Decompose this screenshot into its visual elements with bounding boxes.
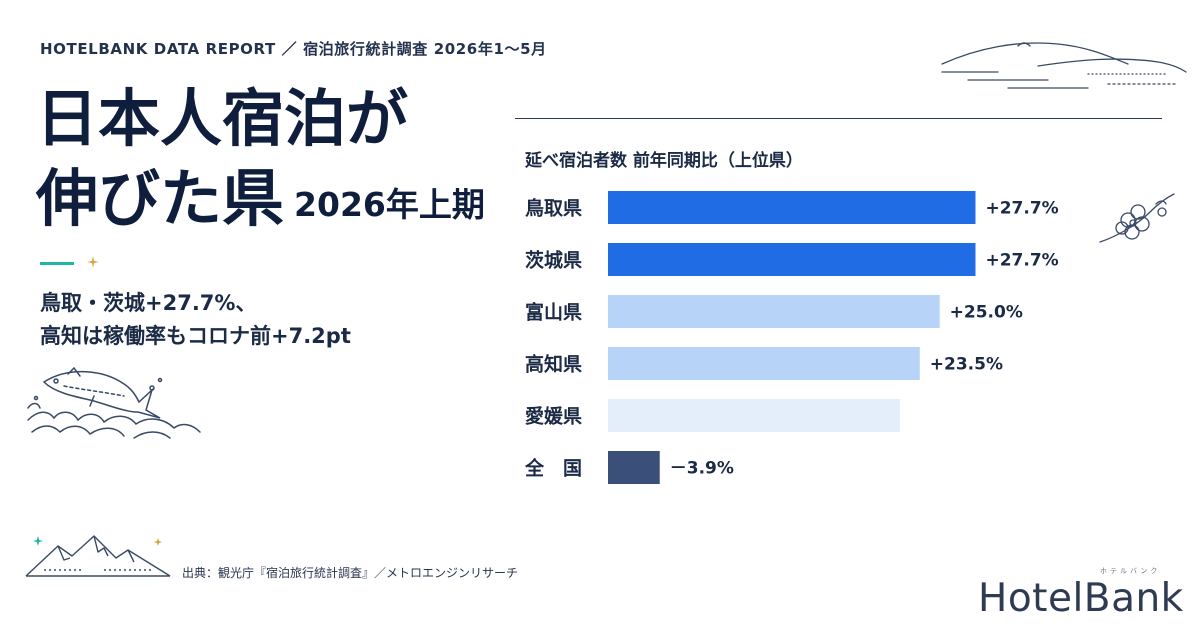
summary-line2: 高知は稼働率もコロナ前+7.2pt <box>40 324 351 348</box>
summary-text: 鳥取・茨城+27.7%、 高知は稼働率もコロナ前+7.2pt <box>40 287 351 353</box>
bar-chart: 鳥取県 +27.7% 茨城県 +27.7% 富山県 +25.0% 高知県 +23.5% 愛媛県全… <box>524 191 1059 484</box>
bar <box>608 451 660 484</box>
hills-illustration <box>941 42 1187 89</box>
bar-value-label: +27.7% <box>985 251 1058 271</box>
bar-category-label: 茨城県 <box>525 249 582 272</box>
source-text: 出典：観光庁『宿泊旅行統計調査』／メトロエンジンリサーチ <box>182 566 519 580</box>
bar <box>608 295 940 328</box>
bar-category-label: 高知県 <box>525 353 582 376</box>
accent-line <box>40 262 74 265</box>
hotelbank-logo-ruby: ホテルバンク <box>1100 567 1161 575</box>
page-title-main: 伸びた県 <box>36 162 285 235</box>
bar <box>608 243 976 276</box>
bar-value-label: +25.0% <box>950 303 1023 323</box>
bar-category-label: 全 国 <box>524 457 582 480</box>
plum-blossom-illustration <box>1099 193 1175 243</box>
report-header: HOTELBANK DATA REPORT ／ 宿泊旅行統計調査 2026年1～… <box>40 40 547 58</box>
page-title-line2: 伸びた県 2026年上期 <box>36 168 485 230</box>
bar <box>608 399 900 432</box>
page-title-line1: 日本人宿泊が <box>36 82 409 155</box>
bar-category-label: 鳥取県 <box>525 197 582 220</box>
hotelbank-logo: HotelBank <box>978 576 1184 621</box>
bar <box>608 191 976 224</box>
page-title-period: 2026年上期 <box>294 185 485 224</box>
summary-line1: 鳥取・茨城+27.7%、 <box>40 291 257 315</box>
chart-title: 延べ宿泊者数 前年同期比（上位県） <box>525 151 803 171</box>
bar <box>608 347 920 380</box>
bar-value-label: －3.9% <box>670 459 734 479</box>
mountains-illustration <box>25 535 171 577</box>
bar-value-label: +27.7% <box>985 199 1058 219</box>
bar-value-label: +23.5% <box>930 355 1003 375</box>
chart-top-rule <box>515 118 1162 119</box>
fish-wave-illustration <box>27 366 201 439</box>
sparkle-icon <box>87 256 99 268</box>
bar-category-label: 愛媛県 <box>525 405 582 428</box>
bar-category-label: 富山県 <box>525 301 582 324</box>
